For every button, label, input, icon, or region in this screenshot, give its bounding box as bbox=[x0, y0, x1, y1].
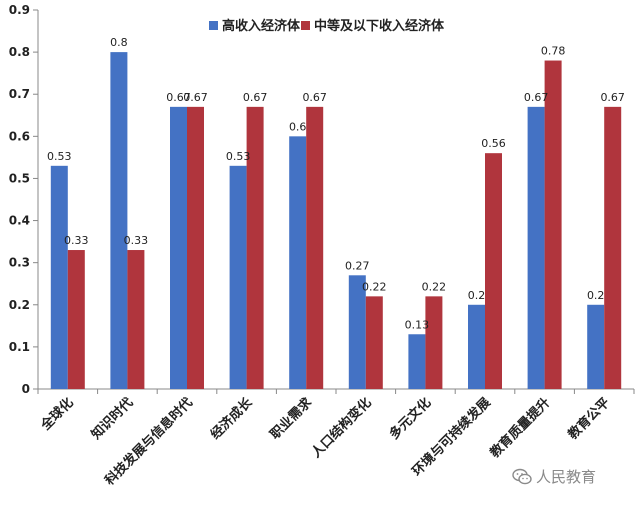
bar-high-income bbox=[289, 136, 307, 389]
bar-high-income bbox=[110, 52, 128, 389]
y-tick-label: 0.6 bbox=[9, 129, 30, 143]
bar-middle-low-income bbox=[306, 106, 324, 389]
y-tick-label: 0.3 bbox=[9, 256, 30, 270]
data-label: 0.2 bbox=[468, 289, 486, 302]
y-tick-label: 0.8 bbox=[9, 45, 30, 59]
data-label: 0.67 bbox=[183, 91, 208, 104]
bar-high-income bbox=[587, 304, 605, 389]
y-tick-label: 0.2 bbox=[9, 298, 30, 312]
data-label: 0.53 bbox=[226, 150, 251, 163]
bar-high-income bbox=[229, 165, 247, 389]
legend-label: 中等及以下收入经济体 bbox=[314, 18, 445, 34]
y-tick-label: 0 bbox=[22, 382, 30, 396]
legend-swatch bbox=[301, 21, 310, 30]
bars bbox=[50, 52, 622, 390]
category-label: 多元文化 bbox=[386, 395, 434, 443]
bar-middle-low-income bbox=[544, 60, 562, 390]
data-labels: 0.53 0.8 0.67 0.53 0.6 0.27 0.13 0.2 0.67 0.2 0.33… bbox=[47, 36, 625, 331]
data-label: 0.33 bbox=[124, 234, 149, 247]
data-label: 0.22 bbox=[422, 280, 447, 293]
watermark: 人民教育 bbox=[512, 466, 596, 487]
bar-middle-low-income bbox=[425, 296, 443, 389]
data-label: 0.8 bbox=[110, 36, 128, 49]
bar-middle-low-income bbox=[187, 106, 204, 389]
data-label: 0.67 bbox=[302, 91, 327, 104]
category-label: 经济成长 bbox=[207, 394, 256, 443]
data-label: 0.6 bbox=[289, 120, 307, 133]
bar-high-income bbox=[468, 304, 485, 389]
data-label: 0.67 bbox=[166, 91, 191, 104]
x-axis bbox=[37, 388, 635, 394]
bar-high-income bbox=[408, 334, 426, 389]
bar-middle-low-income bbox=[67, 250, 85, 389]
bar-middle-low-income bbox=[127, 250, 145, 389]
y-tick-label: 0.7 bbox=[9, 87, 30, 101]
data-label: 0.13 bbox=[405, 318, 430, 331]
bar-middle-low-income bbox=[604, 106, 622, 389]
bar-middle-low-income bbox=[365, 296, 383, 389]
bar-middle-low-income bbox=[246, 106, 264, 389]
category-label: 职业需求 bbox=[267, 394, 316, 443]
y-axis: 0 0.1 0.2 0.3 0.4 0.5 0.6 0.7 0.8 0.9 bbox=[9, 3, 39, 396]
legend-swatch bbox=[209, 21, 218, 30]
data-label: 0.22 bbox=[362, 280, 387, 293]
bar-high-income bbox=[50, 165, 68, 389]
data-label: 0.67 bbox=[243, 91, 268, 104]
category-label: 全球化 bbox=[37, 395, 77, 435]
data-label: 0.56 bbox=[481, 137, 506, 150]
data-label: 0.78 bbox=[541, 45, 566, 58]
data-label: 0.27 bbox=[345, 259, 370, 272]
data-label: 0.53 bbox=[47, 150, 72, 163]
bar-high-income bbox=[527, 106, 545, 389]
data-label: 0.2 bbox=[587, 289, 605, 302]
legend-label: 高收入经济体 bbox=[222, 18, 301, 34]
watermark-text: 人民教育 bbox=[536, 468, 597, 486]
bar-high-income bbox=[170, 106, 187, 389]
data-label: 0.67 bbox=[600, 91, 625, 104]
data-label: 0.67 bbox=[524, 91, 549, 104]
category-label: 知识时代 bbox=[88, 395, 136, 443]
wechat-icon bbox=[512, 468, 532, 484]
data-label: 0.33 bbox=[64, 234, 89, 247]
y-tick-label: 0.4 bbox=[9, 214, 30, 228]
y-tick-label: 0.9 bbox=[9, 3, 30, 17]
category-label: 教育公平 bbox=[564, 395, 613, 444]
category-label: 人口结构变化 bbox=[308, 395, 374, 461]
category-label: 教育质量提升 bbox=[486, 395, 553, 462]
bar-high-income bbox=[348, 275, 366, 389]
bar-middle-low-income bbox=[485, 153, 502, 389]
y-tick-label: 0.1 bbox=[9, 340, 30, 354]
y-tick-label: 0.5 bbox=[9, 171, 30, 185]
legend: 高收入经济体 中等及以下收入经济体 bbox=[209, 18, 445, 34]
